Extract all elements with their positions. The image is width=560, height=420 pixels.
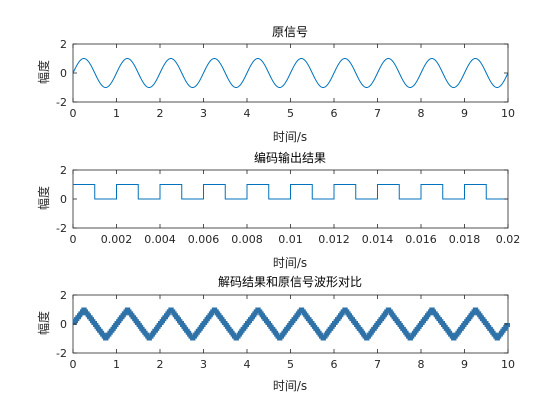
x-tick-label: 4 (244, 107, 251, 120)
y-axis-label: 幅度 (36, 311, 51, 335)
series-line (73, 184, 508, 200)
x-tick-label: 8 (418, 107, 425, 120)
y-tick-label: 2 (60, 164, 67, 177)
x-axis-label: 时间/s (273, 379, 307, 393)
x-tick-label: 0.006 (188, 233, 220, 246)
x-tick-label: 3 (200, 107, 207, 120)
x-tick-label: 10 (501, 358, 515, 371)
x-tick-label: 5 (287, 107, 294, 120)
x-tick-label: 6 (331, 358, 338, 371)
x-tick-label: 9 (461, 107, 468, 120)
x-tick-label: 0.016 (405, 233, 437, 246)
x-tick-label: 5 (287, 358, 294, 371)
x-tick-label: 4 (244, 358, 251, 371)
x-tick-label: 1 (113, 107, 120, 120)
x-tick-label: 2 (157, 358, 164, 371)
x-tick-label: 10 (501, 107, 515, 120)
subplot-encoded-output: 编码输出结果 时间/s 幅度 0 0.002 0.004 0.006 0.008 0.01… (36, 150, 520, 270)
x-tick-label: 2 (157, 107, 164, 120)
x-tick-label: 0.018 (449, 233, 481, 246)
x-tick-label: 0.01 (278, 233, 303, 246)
subplot-title: 原信号 (272, 25, 308, 39)
x-tick-label: 7 (374, 107, 381, 120)
y-axis-label: 幅度 (36, 186, 51, 210)
y-axis-label: 幅度 (36, 60, 51, 84)
series-line (72, 57, 509, 89)
x-tick-label: 7 (374, 358, 381, 371)
x-tick-label: 0.012 (318, 233, 350, 246)
x-tick-label: 0.002 (101, 233, 133, 246)
x-tick-label: 0.004 (144, 233, 176, 246)
subplot-decoded-comparison: 解码结果和原信号波形对比 时间/s 幅度 0 1 2 3 4 5 6 7 8 9 10-202 (36, 275, 515, 393)
x-tick-label: 6 (331, 107, 338, 120)
x-tick-label: 0.008 (231, 233, 263, 246)
x-tick-label: 0 (70, 233, 77, 246)
y-tick-label: -2 (56, 96, 67, 109)
x-tick-label: 3 (200, 358, 207, 371)
x-tick-label: 0 (70, 107, 77, 120)
y-tick-label: 0 (60, 318, 67, 331)
subplot-title: 编码输出结果 (254, 150, 326, 165)
series-line (72, 307, 510, 341)
y-tick-label: 2 (60, 289, 67, 302)
x-tick-label: 0 (70, 358, 77, 371)
x-tick-label: 1 (113, 358, 120, 371)
x-tick-label: 8 (418, 358, 425, 371)
x-axis-label: 时间/s (273, 256, 307, 270)
x-tick-label: 0.02 (496, 233, 521, 246)
x-tick-label: 0.014 (362, 233, 394, 246)
y-tick-label: -2 (56, 347, 67, 360)
x-tick-label: 9 (461, 358, 468, 371)
subplot-title: 解码结果和原信号波形对比 (218, 275, 362, 289)
y-tick-label: -2 (56, 222, 67, 235)
subplot-original-signal: 原信号 时间/s 幅度 0 1 2 3 4 5 6 7 8 9 10-202 (36, 25, 515, 144)
y-tick-label: 2 (60, 38, 67, 51)
x-axis-label: 时间/s (273, 130, 307, 144)
y-tick-label: 0 (60, 67, 67, 80)
y-tick-label: 0 (60, 193, 67, 206)
